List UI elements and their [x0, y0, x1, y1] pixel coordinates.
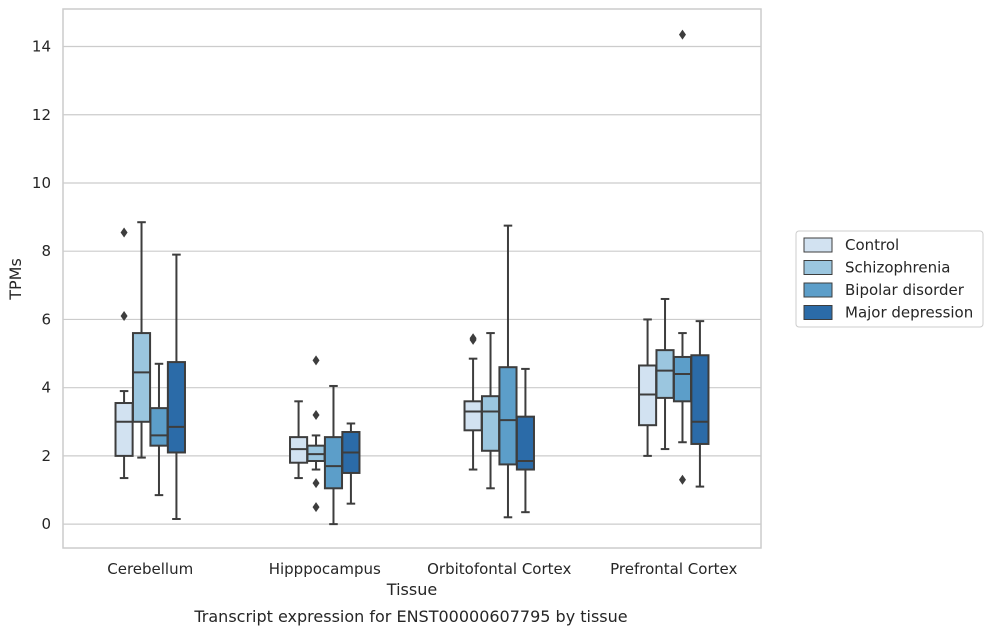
x-axis-label: Tissue [386, 580, 437, 599]
box-group [655, 297, 675, 451]
iqr-box [149, 407, 169, 447]
outlier-point [312, 409, 320, 420]
legend: Control Schizophrenia Bipolar disorder Majo… [795, 230, 984, 328]
outlier-point [678, 29, 686, 40]
y-axis-ticks: 0 2 4 6 8 10 12 14 [32, 38, 51, 534]
iqr-box [672, 355, 693, 403]
box-group [289, 400, 309, 480]
figure-caption: Transcript expression for ENST0000060779… [193, 607, 627, 626]
plot-frame [62, 8, 762, 549]
y-tick-label: 14 [32, 38, 51, 56]
iqr-box [463, 400, 483, 432]
legend-swatch [803, 282, 833, 298]
y-tick-label: 12 [32, 106, 51, 124]
plot-area [63, 9, 761, 548]
y-tick-label: 4 [41, 379, 51, 397]
y-tick-label: 0 [41, 515, 51, 533]
box-group [306, 355, 326, 513]
legend-swatch [803, 237, 833, 253]
outlier-point [120, 227, 128, 238]
legend-swatch [803, 305, 833, 320]
box-group [515, 367, 535, 514]
box-group [480, 332, 501, 490]
x-tick-label: Orbitofontal Cortex [427, 560, 571, 578]
legend-label: Control [845, 236, 899, 254]
legend-label: Bipolar disorder [845, 281, 965, 299]
iqr-box [515, 415, 535, 471]
iqr-box [131, 332, 152, 423]
outlier-point [312, 355, 320, 366]
box-group [672, 29, 693, 485]
iqr-box [480, 395, 501, 452]
y-axis-label: TPMs [6, 258, 25, 301]
y-tick-label: 6 [41, 310, 51, 328]
box-group [638, 318, 658, 457]
x-tick-label: Hipppocampus [269, 560, 381, 578]
y-tick-label: 2 [41, 447, 51, 465]
iqr-box [655, 349, 675, 399]
outlier-point [678, 474, 686, 485]
legend-label: Major depression [845, 304, 973, 322]
legend-items: Control Schizophrenia Bipolar disorder Majo… [803, 236, 973, 322]
x-tick-label: Prefrontal Cortex [610, 560, 737, 578]
iqr-box [166, 361, 186, 454]
iqr-box [114, 402, 134, 457]
box-group [149, 362, 169, 497]
boxes [114, 29, 710, 526]
box-group [166, 253, 186, 521]
iqr-box [498, 366, 518, 466]
outlier-point [120, 311, 128, 322]
y-tick-label: 8 [41, 242, 51, 260]
box-group [323, 384, 344, 526]
legend-label: Schizophrenia [845, 259, 950, 277]
iqr-box [323, 436, 344, 490]
box-group [131, 221, 152, 459]
box-group [463, 333, 483, 471]
legend-swatch [803, 260, 833, 275]
x-tick-label: Cerebellum [107, 560, 193, 578]
y-tick-label: 10 [32, 174, 51, 192]
legend-frame [795, 230, 984, 328]
outlier-point [312, 478, 320, 489]
outlier-point [312, 502, 320, 513]
iqr-box [690, 354, 710, 445]
box-group [341, 422, 361, 505]
box-group [114, 227, 134, 480]
box-group [690, 320, 710, 488]
x-axis-ticks: Cerebellum Hipppocampus Orbitofontal Corte… [107, 560, 737, 578]
outlier-point [469, 333, 477, 344]
